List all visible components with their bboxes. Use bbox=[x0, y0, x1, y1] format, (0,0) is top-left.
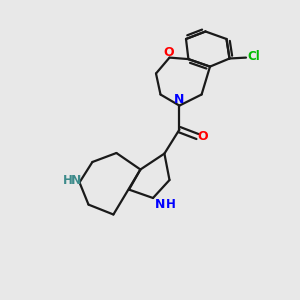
Text: N: N bbox=[71, 174, 82, 188]
Text: O: O bbox=[163, 46, 174, 59]
Text: O: O bbox=[197, 130, 208, 143]
Text: Cl: Cl bbox=[248, 50, 260, 64]
Text: N: N bbox=[155, 198, 166, 211]
Text: H: H bbox=[166, 198, 175, 211]
Text: H: H bbox=[63, 174, 73, 188]
Text: N: N bbox=[174, 93, 184, 106]
